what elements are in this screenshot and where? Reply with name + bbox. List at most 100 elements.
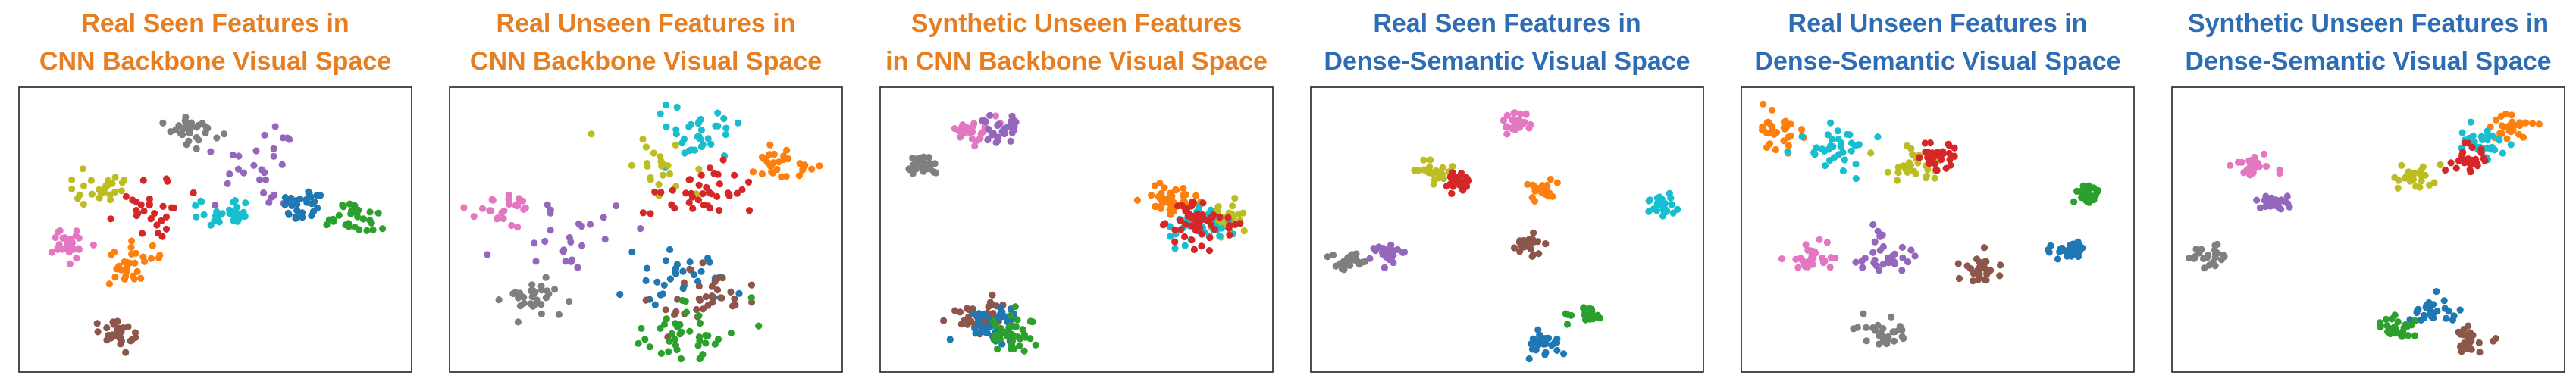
- cluster-10: [323, 200, 387, 234]
- scatter-point: [2471, 138, 2478, 145]
- scatter-point: [758, 170, 766, 178]
- scatter-point: [1869, 221, 1877, 229]
- scatter-point: [2405, 332, 2412, 339]
- scatter-point: [299, 209, 306, 217]
- cluster-7: [1778, 236, 1839, 271]
- scatter-point: [1516, 248, 1524, 255]
- scatter-point: [100, 188, 108, 196]
- scatter-point: [1645, 208, 1653, 215]
- scatter-point: [994, 121, 1001, 130]
- scatter-point: [1329, 252, 1337, 259]
- scatter-point: [780, 156, 788, 164]
- scatter-point: [537, 282, 545, 290]
- scatter-point: [1966, 265, 1975, 273]
- scatter-point: [964, 305, 971, 312]
- cluster-9: [1954, 244, 2004, 285]
- scatter-point: [88, 190, 96, 198]
- scatter-point: [66, 238, 74, 246]
- panel-title-line-1: Real Seen Features in: [81, 9, 349, 38]
- scatter-point: [347, 210, 355, 217]
- scatter-point: [1879, 261, 1887, 268]
- scatter-point: [704, 332, 712, 339]
- scatter-point: [676, 321, 684, 329]
- scatter-point: [1942, 164, 1950, 172]
- scatter-point: [1394, 246, 1402, 253]
- cluster-7: [1159, 199, 1244, 255]
- cluster-1: [2487, 110, 2543, 142]
- scatter-point: [218, 210, 226, 217]
- scatter-plot-svg: [879, 86, 1274, 373]
- scatter-point: [2393, 326, 2400, 333]
- scatter-point: [1531, 238, 1538, 246]
- scatter-point: [103, 336, 111, 344]
- scatter-point: [1537, 333, 1545, 341]
- scatter-point: [48, 249, 56, 256]
- scatter-point: [665, 348, 672, 355]
- scatter-point: [562, 258, 569, 265]
- scatter-point: [252, 147, 260, 155]
- scatter-point: [1821, 162, 1829, 170]
- scatter-point: [977, 328, 985, 336]
- scatter-point: [281, 201, 289, 208]
- scatter-point: [1332, 262, 1340, 270]
- scatter-point: [1229, 202, 1236, 210]
- scatter-point: [1787, 120, 1794, 128]
- scatter-point: [2211, 262, 2219, 270]
- scatter-point: [515, 195, 522, 202]
- scatter-point: [714, 336, 722, 343]
- scatter-point: [1867, 149, 1875, 157]
- scatter-point: [2394, 318, 2402, 326]
- scatter-point: [74, 195, 82, 202]
- scatter-point: [1823, 239, 1831, 246]
- scatter-point: [1021, 333, 1029, 341]
- scatter-point: [1914, 159, 1922, 167]
- scatter-point: [1167, 211, 1174, 218]
- scatter-point: [1835, 136, 1842, 143]
- scatter-point: [1522, 110, 1530, 117]
- scatter-point: [1020, 347, 1028, 355]
- scatter-point: [1530, 229, 1537, 236]
- scatter-point: [80, 200, 87, 208]
- cluster-3: [639, 156, 754, 217]
- scatter-point: [657, 349, 665, 357]
- scatter-point: [1457, 170, 1465, 177]
- scatter-point: [1883, 339, 1891, 348]
- scatter-point: [2211, 242, 2219, 249]
- cluster-6: [2045, 238, 2086, 263]
- scatter-point: [114, 327, 121, 334]
- scatter-point: [1839, 149, 1847, 156]
- scatter-point: [122, 349, 130, 356]
- scatter-point: [68, 176, 76, 183]
- scatter-point: [487, 207, 495, 214]
- scatter-point: [1797, 126, 1806, 133]
- scatter-point: [505, 196, 512, 203]
- scatter-point: [1646, 196, 1653, 204]
- scatter-point: [1907, 246, 1915, 254]
- scatter-point: [747, 294, 755, 302]
- scatter-point: [1008, 340, 1015, 348]
- scatter-point: [213, 134, 221, 142]
- scatter-point: [1541, 185, 1549, 192]
- scatter-point: [662, 257, 670, 264]
- scatter-point: [646, 343, 653, 351]
- scatter-point: [1133, 196, 1141, 204]
- scatter-point: [293, 207, 301, 214]
- scatter-point: [972, 330, 979, 337]
- scatter-point: [528, 292, 536, 301]
- scatter-point: [2508, 111, 2515, 119]
- scatter-point: [149, 242, 156, 249]
- scatter-point: [1893, 177, 1901, 184]
- scatter-point: [2484, 144, 2491, 152]
- cluster-9: [281, 188, 324, 222]
- scatter-point: [514, 224, 522, 231]
- scatter-point: [989, 317, 998, 325]
- scatter-point: [1171, 238, 1179, 246]
- scatter-point: [697, 171, 705, 179]
- scatter-point: [544, 201, 551, 208]
- scatter-point: [586, 221, 594, 228]
- scatter-point: [250, 161, 258, 169]
- scatter-point: [1362, 258, 1369, 265]
- scatter-point: [2277, 198, 2284, 205]
- scatter-point: [1852, 258, 1860, 266]
- scatter-point: [2515, 130, 2523, 138]
